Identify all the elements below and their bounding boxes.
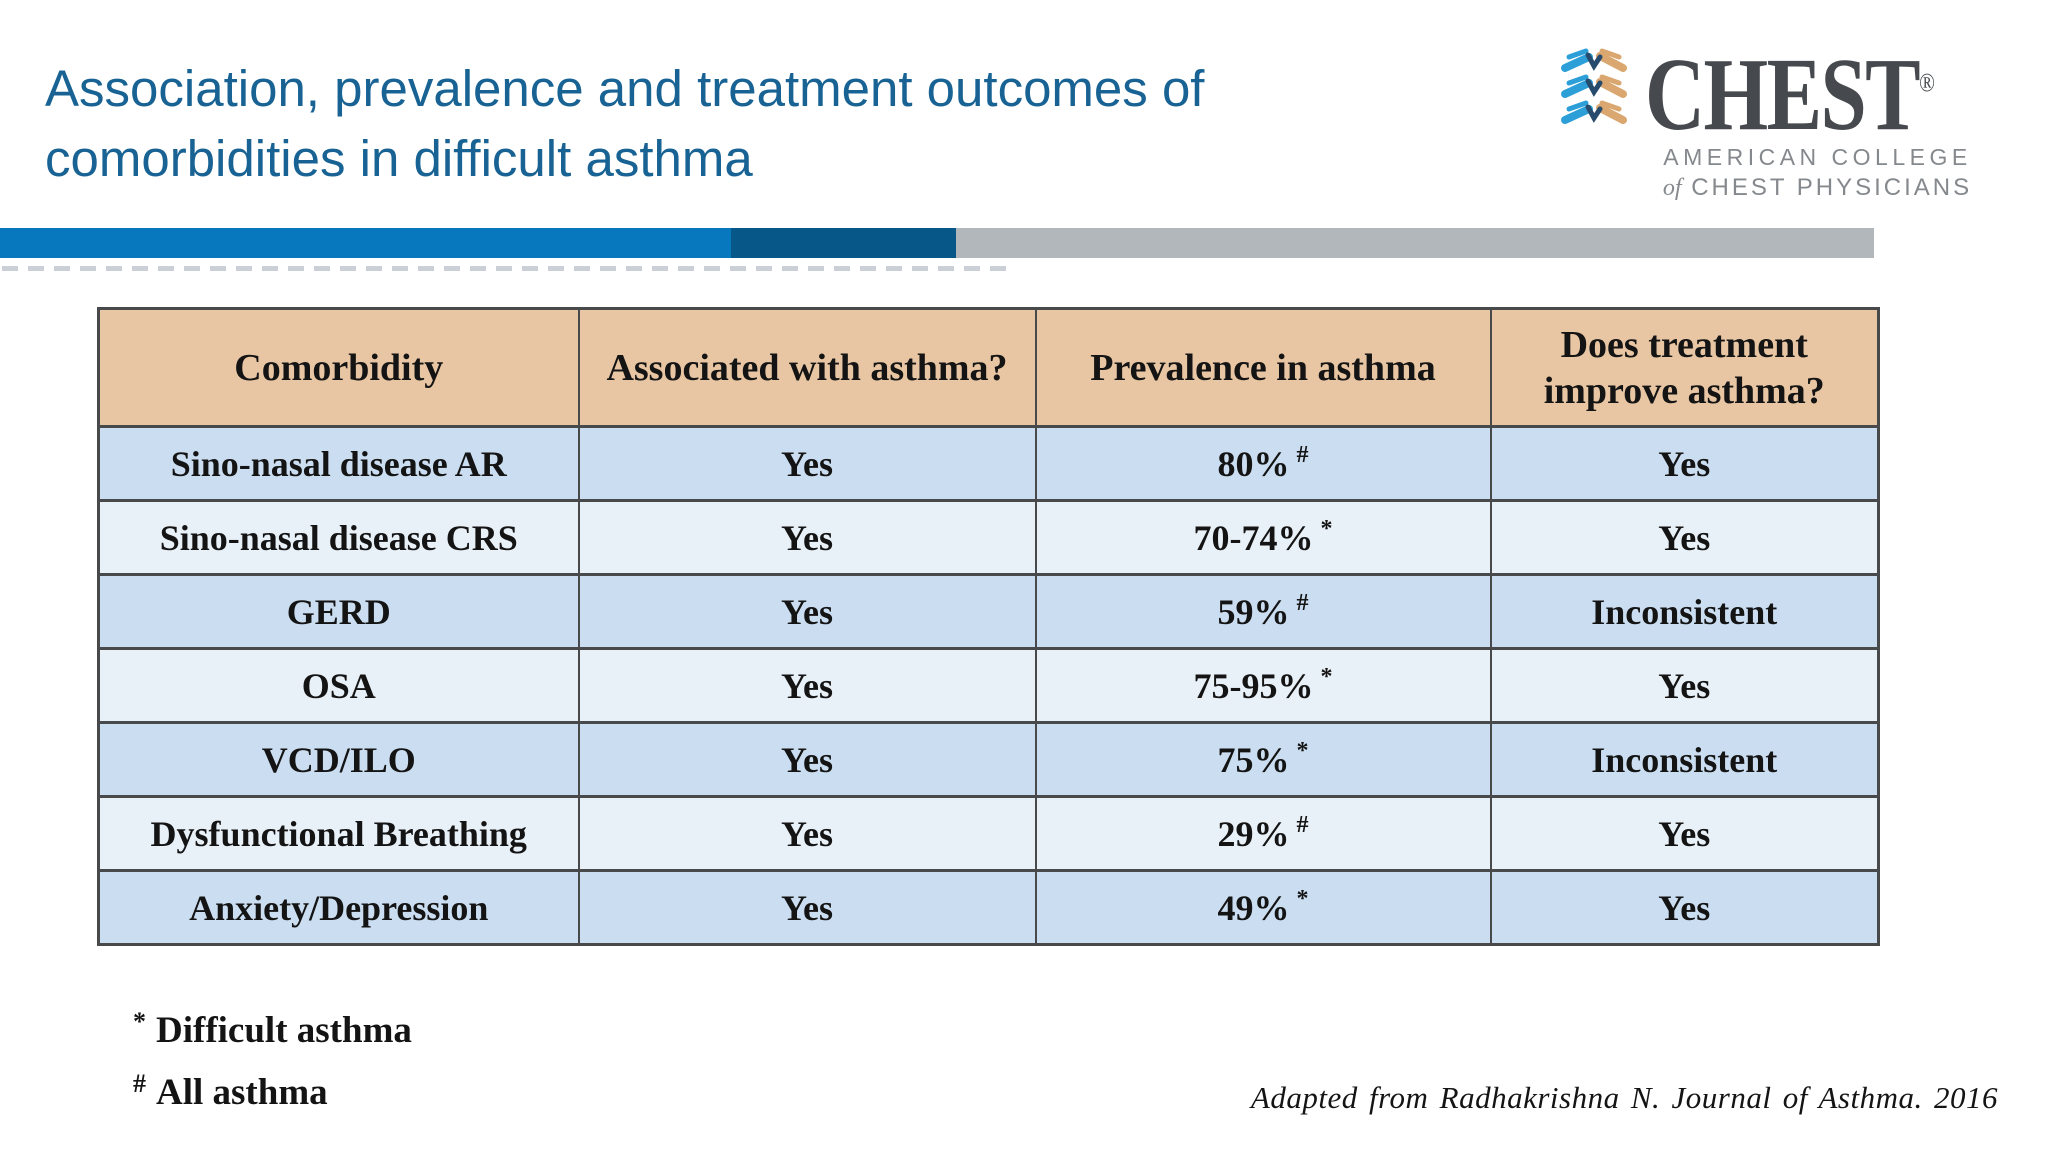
comorbidity-cell: Anxiety/Depression [97, 869, 580, 946]
table-row: Sino-nasal disease CRS Yes 70-74% * Yes [97, 499, 1880, 576]
table-row: Dysfunctional Breathing Yes 29% # Yes [97, 795, 1880, 872]
comorbidity-cell: GERD [97, 573, 580, 650]
treatment-cell: Inconsistent [1489, 573, 1880, 650]
table-row: OSA Yes 75-95% * Yes [97, 647, 1880, 724]
prevalence-cell: 29% # [1034, 795, 1492, 872]
logo-subtitle-rest: CHEST PHYSICIANS [1691, 174, 1973, 201]
page-title-line-2: comorbidities in difficult asthma [45, 130, 753, 187]
table-body: Sino-nasal disease AR Yes 80% # Yes Sino-nasa… [97, 425, 1880, 946]
prevalence-cell: 70-74% * [1034, 499, 1492, 576]
asterisk-mark: * [1320, 516, 1333, 542]
accent-band-dashed-line [2, 266, 1012, 271]
page-title: Association, prevalence and treatment ou… [45, 54, 1545, 194]
table-row: GERD Yes 59% # Inconsistent [97, 573, 1880, 650]
header-cell: Prevalence in asthma [1034, 307, 1492, 428]
citation: Adapted from Radhakrishna N. Journal of … [1250, 1080, 1998, 1115]
table-row: VCD/ILO Yes 75% * Inconsistent [97, 721, 1880, 798]
comorbidity-table: Comorbidity Associated with asthma? Preval… [97, 307, 1880, 946]
header-cell: Does treatment improve asthma? [1489, 307, 1880, 428]
logo-subtitle-2: of CHEST PHYSICIANS [1645, 174, 1990, 202]
asterisk-mark: * [1296, 738, 1309, 764]
associated-cell: Yes [577, 721, 1037, 798]
treatment-cell: Yes [1489, 499, 1880, 576]
associated-cell: Yes [577, 795, 1037, 872]
asterisk-mark: * [1320, 664, 1333, 690]
footnote-all-asthma: # All asthma [133, 1069, 328, 1113]
comorbidity-cell: OSA [97, 647, 580, 724]
page-title-line-1: Association, prevalence and treatment ou… [45, 60, 1205, 117]
header-cell: Comorbidity [97, 307, 580, 428]
chest-wordmark: CHEST® [1645, 37, 1935, 152]
footnote-difficult-asthma: * Difficult asthma [133, 1007, 412, 1051]
accent-band-blue-segment [0, 228, 731, 258]
treatment-cell: Yes [1489, 795, 1880, 872]
hash-mark: # [1296, 812, 1309, 838]
treatment-cell: Yes [1489, 647, 1880, 724]
chest-stripes-icon [1561, 48, 1627, 124]
logo-subtitle-of: of [1662, 175, 1682, 201]
registered-mark: ® [1919, 68, 1935, 97]
header-cell: Associated with asthma? [577, 307, 1037, 428]
accent-band-gray-segment [956, 228, 1874, 258]
footnotes: * Difficult asthma # All asthma [133, 995, 412, 1119]
chest-logo-text: CHEST® AMERICAN COLLEGE of CHEST PHYSICI… [1645, 40, 1990, 202]
logo-subtitle-1: AMERICAN COLLEGE [1663, 144, 1972, 170]
comorbidity-cell: Dysfunctional Breathing [97, 795, 580, 872]
associated-cell: Yes [577, 499, 1037, 576]
treatment-cell: Yes [1489, 425, 1880, 502]
table-row: Anxiety/Depression Yes 49% * Yes [97, 869, 1880, 946]
hash-mark: # [133, 1069, 146, 1098]
treatment-cell: Inconsistent [1489, 721, 1880, 798]
associated-cell: Yes [577, 647, 1037, 724]
table-header-row: Comorbidity Associated with asthma? Preval… [97, 307, 1880, 428]
associated-cell: Yes [577, 425, 1037, 502]
accent-band-dark-blue-segment [731, 228, 956, 258]
table-row: Sino-nasal disease AR Yes 80% # Yes [97, 425, 1880, 502]
prevalence-cell: 59% # [1034, 573, 1492, 650]
prevalence-cell: 80% # [1034, 425, 1492, 502]
hash-mark: # [1296, 442, 1309, 468]
prevalence-cell: 75% * [1034, 721, 1492, 798]
table-container: Comorbidity Associated with asthma? Preval… [97, 307, 1880, 946]
treatment-cell: Yes [1489, 869, 1880, 946]
associated-cell: Yes [577, 573, 1037, 650]
prevalence-cell: 75-95% * [1034, 647, 1492, 724]
asterisk-mark: * [1296, 886, 1309, 912]
hash-mark: # [1296, 590, 1309, 616]
comorbidity-cell: Sino-nasal disease CRS [97, 499, 580, 576]
prevalence-cell: 49% * [1034, 869, 1492, 946]
comorbidity-cell: Sino-nasal disease AR [97, 425, 580, 502]
asterisk-mark: * [133, 1007, 146, 1036]
comorbidity-cell: VCD/ILO [97, 721, 580, 798]
associated-cell: Yes [577, 869, 1037, 946]
chest-logo: CHEST® AMERICAN COLLEGE of CHEST PHYSICI… [1557, 40, 1997, 202]
